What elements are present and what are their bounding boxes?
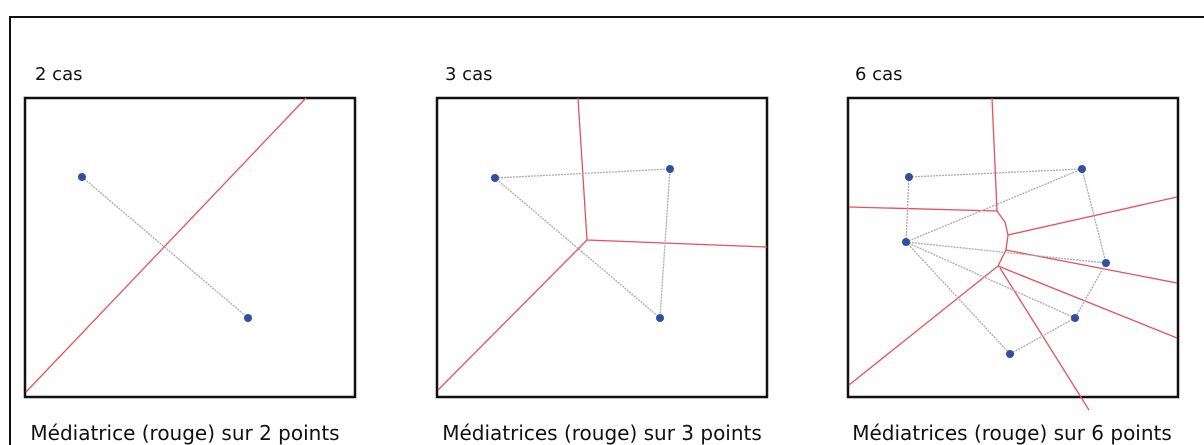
frame [9, 16, 1204, 445]
bisector [997, 265, 1178, 339]
panel-label: 3 cas [445, 64, 492, 85]
panel-box [846, 96, 1180, 399]
point [1102, 259, 1110, 267]
edge [493, 168, 671, 320]
point [78, 173, 86, 181]
edge [81, 176, 249, 319]
bisector [848, 206, 998, 212]
panel-box [23, 96, 357, 399]
bisector [437, 239, 588, 391]
caption: Médiatrices (rouge) sur 6 points [852, 421, 1172, 445]
point [902, 238, 910, 246]
point [656, 314, 664, 322]
point [491, 174, 499, 182]
edges [905, 168, 1107, 355]
panel-3: 6 cas Médiatrices (rouge) sur 6 points [846, 64, 1180, 445]
panel-label: 2 cas [35, 64, 82, 85]
panel-2: 3 cas Médiatrices (rouge) sur 3 points [435, 64, 769, 445]
bisector [991, 97, 998, 212]
panel-box [435, 96, 769, 399]
point [1006, 350, 1014, 358]
bisector [848, 265, 999, 386]
point [905, 173, 913, 181]
caption: Médiatrice (rouge) sur 2 points [30, 421, 339, 445]
point [1071, 314, 1079, 322]
point [244, 314, 252, 322]
point [1078, 165, 1086, 173]
bisector [996, 210, 1009, 267]
bisector [999, 267, 1090, 411]
bisector [25, 97, 307, 393]
bisector [1007, 196, 1178, 236]
point [666, 165, 674, 173]
caption: Médiatrices (rouge) sur 3 points [442, 421, 762, 445]
panel-label: 6 cas [855, 64, 902, 85]
panel-1: 2 cas Médiatrice (rouge) sur 2 points [23, 64, 357, 445]
